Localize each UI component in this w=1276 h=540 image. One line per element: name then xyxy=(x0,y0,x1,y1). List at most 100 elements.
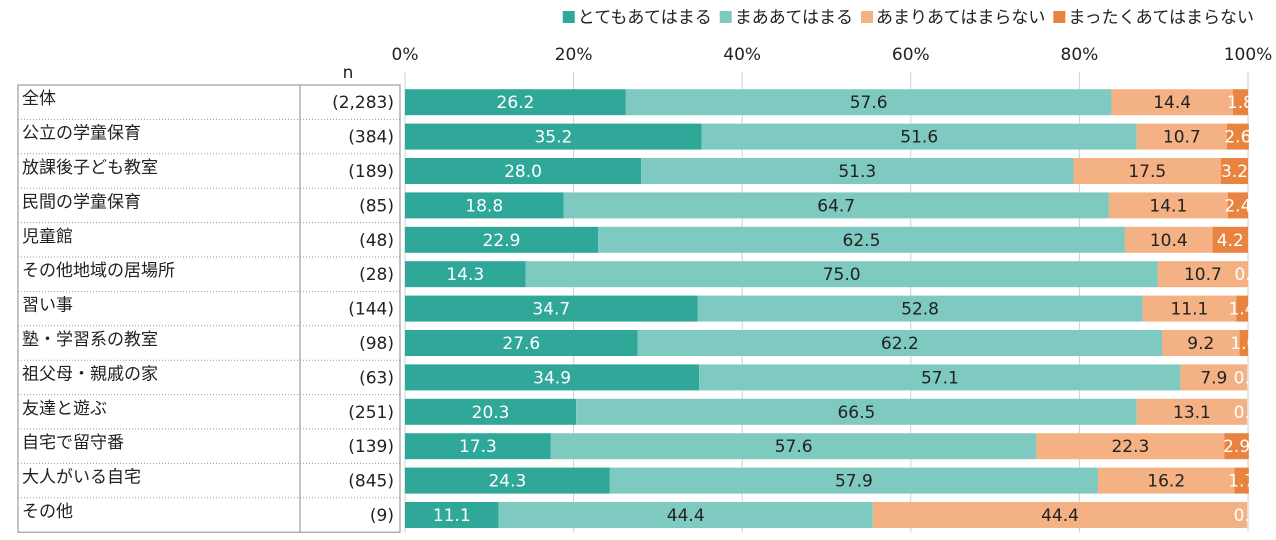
data-label: 2.9 xyxy=(1223,437,1250,457)
data-label: 14.3 xyxy=(446,265,484,285)
data-label: 1.8 xyxy=(1227,93,1254,113)
legend-label: あまりあてはまらない xyxy=(876,8,1045,28)
bar-segment xyxy=(641,158,1074,184)
bar-segment xyxy=(1142,295,1237,322)
bar-segment xyxy=(405,364,700,391)
category-label: 習い事 xyxy=(22,296,73,316)
data-label: 22.9 xyxy=(483,231,521,251)
table-frame xyxy=(17,84,401,533)
legend-item: まああてはまる xyxy=(719,8,853,28)
bar-segment xyxy=(1108,192,1228,219)
bar-segment xyxy=(1227,192,1248,219)
category-label: 友達と遊ぶ xyxy=(22,399,107,419)
legend-item: あまりあてはまらない xyxy=(861,8,1045,28)
bar-segment xyxy=(405,502,499,528)
legend-item: まったくあてはまらない xyxy=(1053,8,1254,28)
bar-segment xyxy=(1111,89,1233,116)
bar-segment xyxy=(1234,467,1249,494)
bar-segment xyxy=(1221,158,1248,184)
data-label: 10.7 xyxy=(1163,128,1201,148)
bar-segment xyxy=(498,502,873,528)
category-label: その他地域の居場所 xyxy=(22,261,175,281)
data-label: 9.2 xyxy=(1187,334,1214,354)
bar-segment xyxy=(1136,123,1227,150)
category-label: 塾・学習系の教室 xyxy=(22,329,158,350)
bar-segment xyxy=(1162,330,1240,356)
x-tick-label: 60% xyxy=(892,45,930,65)
data-label: 2.4 xyxy=(1224,196,1251,216)
data-label: 1.0 xyxy=(1230,334,1257,354)
x-tick-label: 0% xyxy=(392,45,419,65)
bar-segment xyxy=(405,398,577,425)
data-label: 3.2 xyxy=(1221,162,1248,182)
x-tick-label: 40% xyxy=(723,45,761,65)
data-label: 11.1 xyxy=(433,506,471,526)
data-label: 7.9 xyxy=(1200,368,1227,388)
bar-segment xyxy=(405,330,638,356)
data-label: 66.5 xyxy=(837,403,875,423)
n-label: (85) xyxy=(359,196,394,216)
category-label: 児童館 xyxy=(22,227,73,247)
data-label: 1.4 xyxy=(1229,300,1256,320)
data-label: 57.1 xyxy=(921,368,959,388)
bar-segment xyxy=(1239,330,1248,356)
data-label: 10.4 xyxy=(1150,231,1188,251)
bar-segment xyxy=(550,433,1037,460)
category-label: 大人がいる自宅 xyxy=(22,468,141,488)
n-label: (98) xyxy=(359,334,394,354)
n-header: n xyxy=(343,63,354,83)
bar-segment xyxy=(701,123,1137,150)
data-label: 62.2 xyxy=(881,334,919,354)
bar-segment xyxy=(1157,261,1248,288)
bar-segment xyxy=(1097,467,1235,494)
data-label: 18.8 xyxy=(465,196,503,216)
data-label: 51.6 xyxy=(900,128,938,148)
category-label: 公立の学童保育 xyxy=(22,124,141,144)
bar-segment xyxy=(637,330,1163,356)
data-label: 20.3 xyxy=(472,403,510,423)
n-label: (144) xyxy=(348,300,394,320)
category-label: 全体 xyxy=(22,89,56,109)
bar-segment xyxy=(525,261,1158,288)
data-label: 14.4 xyxy=(1153,93,1191,113)
bar-segment xyxy=(405,261,526,288)
category-label: 放課後子ども教室 xyxy=(22,158,158,178)
data-label: 64.7 xyxy=(817,196,855,216)
legend-swatch xyxy=(719,11,732,23)
data-label: 14.1 xyxy=(1149,196,1187,216)
data-label: 57.9 xyxy=(835,472,873,492)
legend: とてもあてはまる まああてはまる あまりあてはまらない まったくあてはまらない xyxy=(562,8,1254,28)
data-label: 26.2 xyxy=(497,93,535,113)
plot-area: 26.2 57.6 14.4 1.8 35.2 51.6 10.7 2.6 28.0 51.3 17… xyxy=(405,89,1261,528)
data-label: 52.8 xyxy=(901,300,939,320)
bar-segment xyxy=(405,158,642,184)
n-label: (384) xyxy=(348,128,394,148)
data-label: 57.6 xyxy=(775,437,813,457)
bar-segment xyxy=(1036,433,1225,460)
bar-segment xyxy=(872,502,1248,528)
x-tick-label: 20% xyxy=(555,45,593,65)
category-label: 自宅で留守番 xyxy=(22,433,124,453)
data-label: 22.3 xyxy=(1111,437,1149,457)
data-label: 44.4 xyxy=(667,506,705,526)
bar-segment xyxy=(405,89,626,116)
bar-segment xyxy=(563,192,1109,219)
legend-label: とてもあてはまる xyxy=(578,8,712,28)
category-label: 民間の学童保育 xyxy=(22,192,141,212)
data-label: 10.7 xyxy=(1184,265,1222,285)
n-label: (139) xyxy=(348,437,394,457)
n-label: (2,283) xyxy=(332,93,394,113)
n-label: (9) xyxy=(370,506,394,526)
n-label: (189) xyxy=(348,162,394,182)
bar-segment xyxy=(576,398,1137,425)
bar-segment xyxy=(405,433,551,460)
legend-item: とてもあてはまる xyxy=(562,8,712,28)
bar-segment xyxy=(405,123,702,150)
legend-label: まったくあてはまらない xyxy=(1068,8,1254,28)
data-label: 17.3 xyxy=(459,437,497,457)
bar-segment xyxy=(1212,226,1248,253)
bar-segment xyxy=(1180,364,1248,391)
data-label: 0.0 xyxy=(1234,265,1261,285)
data-label: 0.0 xyxy=(1234,368,1261,388)
data-label: 34.7 xyxy=(532,300,570,320)
